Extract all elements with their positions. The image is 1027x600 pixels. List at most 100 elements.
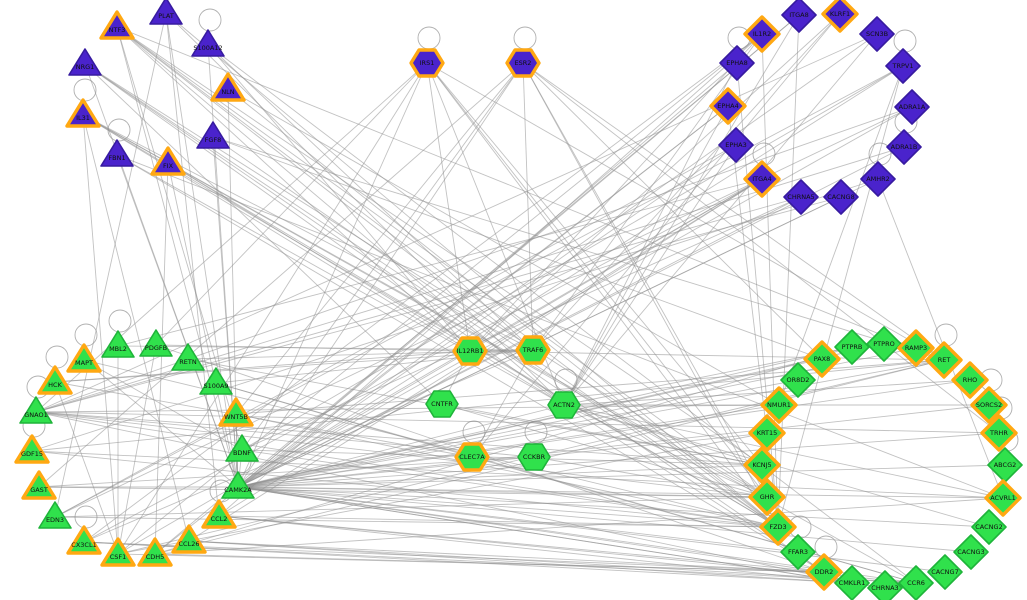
node-CDH5[interactable] [137, 537, 173, 567]
self-loop-MAPT [74, 323, 98, 347]
edge-CHRNA5-BDNF [241, 196, 802, 451]
node-IRS1[interactable] [409, 48, 445, 78]
node-CCR6[interactable] [898, 565, 934, 600]
edge-IL31-TRAF6 [82, 114, 534, 351]
node-CACNG3[interactable] [953, 534, 989, 570]
node-TRHR[interactable] [980, 414, 1018, 452]
edge-ACTN2-GHR [563, 404, 768, 498]
node-RAMP3[interactable] [897, 329, 935, 367]
edge-ESR2-WNT5B [235, 62, 524, 415]
node-FIX[interactable] [150, 146, 186, 176]
node-FZD3[interactable] [759, 508, 797, 546]
node-MBL2[interactable] [101, 330, 135, 358]
edge-ESR2-PAX8 [522, 62, 823, 360]
edge-GAST-GHR [38, 486, 768, 498]
node-WNT5B[interactable] [218, 397, 254, 427]
node-CMKLR1[interactable] [834, 565, 870, 600]
node-GAST[interactable] [21, 470, 57, 500]
node-CSF1[interactable] [100, 537, 136, 567]
node-SCN3B[interactable] [859, 16, 895, 52]
edge-CNTFR-GHR [441, 403, 768, 498]
node-GDF15[interactable] [14, 434, 50, 464]
node-NTF3[interactable] [99, 10, 135, 40]
node-CACNG7[interactable] [927, 554, 963, 590]
node-CHRNA5[interactable] [783, 179, 819, 215]
node-TRAF6[interactable] [515, 335, 551, 365]
node-IL1R2[interactable] [743, 15, 781, 53]
edge-CHRNA5-GNAO1 [35, 196, 802, 413]
node-IL12RB1[interactable] [452, 336, 488, 366]
node-EPHA8[interactable] [719, 45, 755, 81]
node-IL31[interactable] [65, 98, 101, 128]
edge-IL1R2-CX3CL1 [83, 33, 763, 543]
edge-IL31-CCL26 [82, 114, 190, 542]
node-CCL2[interactable] [201, 499, 237, 529]
node-CCKBR[interactable] [517, 443, 551, 471]
node-ADRA1A[interactable] [894, 89, 930, 125]
node-RET[interactable] [925, 341, 963, 379]
node-PDGFB[interactable] [139, 329, 173, 357]
node-PAX8[interactable] [803, 340, 841, 378]
node-EPHA4[interactable] [709, 87, 747, 125]
node-KLRF1[interactable] [821, 0, 859, 33]
edge-FIX-CDH5 [154, 162, 169, 555]
edge-FGF8-PAX8 [212, 136, 823, 360]
node-EPHA3[interactable] [718, 127, 754, 163]
node-ACTN2[interactable] [547, 391, 581, 419]
edge-TRPV1-CAMK2A [237, 65, 904, 488]
edge-IRS1-GNAO1 [35, 62, 428, 413]
node-SORCS2[interactable] [970, 386, 1008, 424]
node-ACVRL1[interactable] [984, 479, 1022, 517]
node-BDNF[interactable] [225, 434, 259, 462]
node-ITGA4[interactable] [743, 160, 781, 198]
edge-CAMK2A-TRHR [237, 432, 1000, 488]
node-GHR[interactable] [748, 478, 786, 516]
edge-CLEC7A-TRAF6 [471, 349, 534, 458]
node-FGF8[interactable] [196, 121, 230, 149]
edge-IRS1-IL12RB1 [426, 62, 471, 352]
self-loop-HCK [45, 345, 69, 369]
node-S100A9[interactable] [199, 367, 233, 395]
edge-MAPT-FZD3 [83, 359, 779, 528]
node-CNTFR[interactable] [425, 390, 459, 418]
node-RHO[interactable] [951, 361, 989, 399]
node-ADRA1B[interactable] [886, 129, 922, 165]
node-OR8D2[interactable] [780, 362, 816, 398]
self-loop-CCKBR [524, 420, 548, 444]
node-ESR2[interactable] [505, 48, 541, 78]
node-DDR2[interactable] [805, 553, 843, 591]
node-NLN[interactable] [210, 72, 246, 102]
edge-CX3CL1-DDR2 [83, 541, 825, 573]
node-PTPRO[interactable] [866, 326, 902, 362]
node-PLAT[interactable] [149, 0, 183, 25]
node-NRG1[interactable] [68, 48, 102, 76]
node-NMUR1[interactable] [760, 386, 798, 424]
node-CAMK2A[interactable] [221, 471, 255, 499]
node-KCNJ5[interactable] [743, 446, 781, 484]
node-FBN1[interactable] [100, 139, 134, 167]
node-CLEC7A[interactable] [454, 442, 490, 472]
node-CACNG2[interactable] [971, 509, 1007, 545]
node-CACNG8[interactable] [823, 179, 859, 215]
node-GNAO1[interactable] [19, 396, 53, 424]
edge-CAMK2A-CACNG2 [237, 486, 990, 528]
node-ABCG2[interactable] [987, 447, 1023, 483]
node-KRT15[interactable] [748, 414, 786, 452]
node-CHRNA3[interactable] [867, 570, 903, 600]
node-RETN[interactable] [171, 343, 205, 371]
node-MAPT[interactable] [66, 343, 102, 373]
node-TRPV1[interactable] [885, 48, 921, 84]
edge-S100A12-TRAF6 [207, 44, 534, 351]
node-HCK[interactable] [37, 365, 73, 395]
edge-AMHR2-ACVRL1 [877, 178, 1004, 499]
node-CCL26[interactable] [171, 524, 207, 554]
node-S100A12[interactable] [191, 29, 225, 57]
node-CX3CL1[interactable] [66, 525, 102, 555]
node-ITGA8[interactable] [781, 0, 817, 33]
node-PTPRB[interactable] [834, 329, 870, 365]
node-FFAR3[interactable] [780, 534, 816, 570]
node-AMHR2[interactable] [860, 161, 896, 197]
node-EDN3[interactable] [38, 501, 72, 529]
